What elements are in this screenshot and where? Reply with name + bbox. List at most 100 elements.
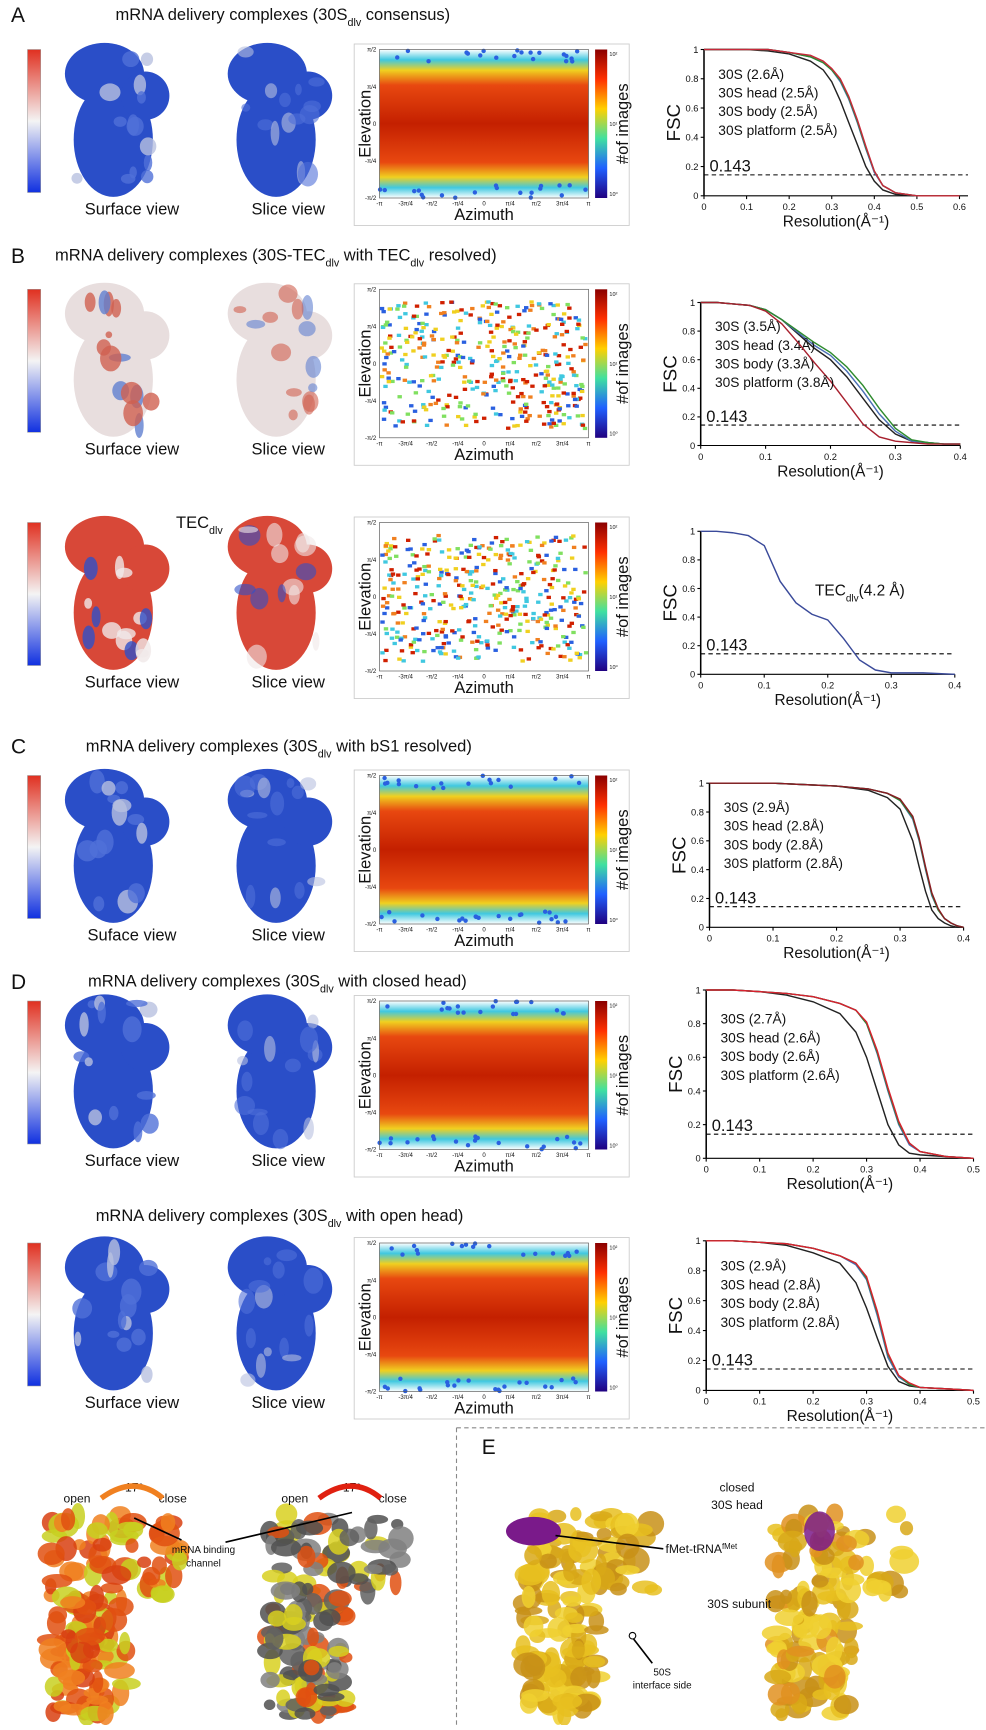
heatmap-cell bbox=[411, 627, 416, 631]
heatmap-cell bbox=[415, 575, 421, 579]
heatmap-cell bbox=[483, 619, 489, 624]
heatmap-speck bbox=[415, 1251, 421, 1256]
heatmap-cell bbox=[403, 352, 408, 357]
y-tick-label: 0.8 bbox=[682, 555, 695, 565]
structure-detail bbox=[139, 137, 157, 156]
heatmap-x-label: Azimuth bbox=[454, 1158, 514, 1176]
structure-detail bbox=[270, 1581, 301, 1600]
y-tick-label: 0.2 bbox=[688, 1356, 701, 1366]
heatmap-cell bbox=[522, 309, 527, 313]
heatmap-cell bbox=[388, 544, 394, 548]
colorbar-tick: 10¹ bbox=[609, 848, 617, 854]
heatmap-y-tick: 0 bbox=[373, 595, 377, 601]
heatmap-cell bbox=[493, 302, 498, 306]
heatmap-speck bbox=[554, 1008, 560, 1013]
heatmap-speck bbox=[563, 919, 568, 924]
y-tick-label: 0.4 bbox=[688, 1326, 701, 1336]
heatmap-cell bbox=[412, 409, 418, 413]
heatmap-x-tick: 3π/4 bbox=[556, 675, 569, 681]
heatmap-cell bbox=[393, 424, 398, 428]
heatmap-cell bbox=[403, 312, 408, 316]
heatmap-cell bbox=[490, 354, 496, 359]
structure-detail bbox=[89, 770, 105, 794]
heatmap-cell bbox=[557, 407, 562, 411]
heatmap-cell bbox=[399, 636, 404, 640]
heatmap-cell bbox=[527, 560, 532, 564]
structure-detail bbox=[114, 555, 125, 580]
heatmap-cell bbox=[574, 612, 579, 617]
structure-detail bbox=[111, 1677, 141, 1690]
heatmap-cell bbox=[547, 422, 552, 426]
legend-entry: 30S platform (2.5Å) bbox=[718, 122, 837, 138]
heatmap-cell bbox=[493, 388, 498, 393]
heatmap-cell bbox=[561, 320, 566, 324]
heatmap-speck bbox=[524, 1380, 529, 1385]
heatmap-cell bbox=[546, 413, 551, 418]
heatmap-speck bbox=[559, 1377, 564, 1383]
structure-detail bbox=[303, 100, 321, 113]
heatmap-x-tick: π bbox=[586, 442, 590, 448]
heatmap-cell bbox=[497, 614, 503, 618]
structure-detail bbox=[519, 1693, 538, 1714]
heatmap-axes bbox=[379, 522, 589, 672]
heatmap-cell bbox=[571, 545, 577, 550]
legend-entry: 30S (3.5Å) bbox=[715, 318, 781, 334]
heatmap-cell bbox=[463, 311, 469, 315]
heatmap-cell bbox=[421, 326, 426, 330]
structure-detail bbox=[267, 838, 286, 847]
heatmap-speck bbox=[533, 1251, 538, 1256]
heatmap-cell bbox=[561, 391, 566, 395]
x-tick-label: 0.3 bbox=[889, 452, 902, 462]
heatmap-cell bbox=[499, 324, 504, 329]
structure-detail bbox=[234, 775, 256, 798]
structure-detail bbox=[83, 556, 98, 580]
heatmap-cell bbox=[556, 354, 562, 358]
structure-detail bbox=[271, 343, 292, 362]
heatmap-cell bbox=[475, 379, 480, 384]
view-label: Surface view bbox=[85, 201, 180, 219]
heatmap-cell bbox=[453, 357, 459, 361]
heatmap-cell bbox=[421, 632, 426, 636]
heatmap-speck bbox=[379, 914, 384, 920]
heatmap-cell bbox=[544, 369, 550, 373]
heatmap-cell bbox=[458, 331, 463, 335]
heatmap-cell bbox=[548, 608, 554, 612]
heatmap-x-tick: -π/4 bbox=[452, 1395, 464, 1401]
structure-detail bbox=[100, 345, 122, 372]
heatmap-cell bbox=[580, 384, 585, 389]
heatmap-cell bbox=[463, 423, 469, 428]
structure-detail bbox=[263, 1699, 276, 1711]
heatmap-cell bbox=[380, 651, 385, 655]
structure-detail bbox=[562, 1596, 582, 1607]
heatmap-cell bbox=[536, 600, 541, 604]
colorbar-label: #of images bbox=[614, 1277, 632, 1358]
structure-detail bbox=[615, 1533, 640, 1559]
structure-detail bbox=[565, 1612, 584, 1623]
structure-detail bbox=[899, 1521, 914, 1536]
structure-platform bbox=[283, 797, 333, 846]
heatmap-cell bbox=[404, 362, 409, 367]
heatmap-cell bbox=[565, 392, 570, 396]
heatmap-cell bbox=[474, 584, 479, 589]
heatmap-cell bbox=[420, 572, 425, 577]
heatmap-cell bbox=[474, 419, 479, 424]
heatmap-cell bbox=[579, 382, 584, 387]
heatmap-speck bbox=[530, 56, 536, 62]
heatmap-speck bbox=[385, 780, 390, 786]
heatmap-cell bbox=[420, 335, 425, 339]
heatmap-cell bbox=[402, 378, 408, 382]
heatmap-x-tick: 0 bbox=[482, 442, 486, 448]
x-tick-label: 0 bbox=[698, 452, 703, 462]
structure-detail bbox=[257, 777, 271, 799]
y-tick-label: 0 bbox=[693, 191, 698, 201]
heatmap-colorbar bbox=[595, 1001, 608, 1150]
heatmap-cell bbox=[501, 577, 506, 581]
structure-detail bbox=[835, 1577, 862, 1604]
structure-detail bbox=[237, 1055, 248, 1066]
structure-detail bbox=[95, 1262, 118, 1282]
heatmap-x-tick: -π/2 bbox=[426, 928, 438, 934]
heatmap-cell bbox=[382, 349, 387, 353]
heatmap-cell bbox=[417, 384, 422, 388]
structure-detail bbox=[264, 83, 278, 99]
heatmap-y-tick: π/4 bbox=[367, 85, 377, 91]
